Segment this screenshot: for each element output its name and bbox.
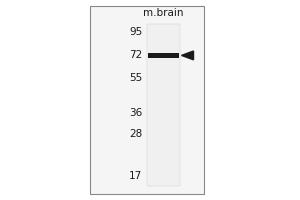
Text: 55: 55 xyxy=(129,73,142,83)
Text: 36: 36 xyxy=(129,108,142,118)
Bar xyxy=(147,24,180,186)
Bar xyxy=(148,53,179,58)
Text: m.brain: m.brain xyxy=(143,8,184,18)
Bar xyxy=(90,6,204,194)
Text: 17: 17 xyxy=(129,171,142,181)
Text: 95: 95 xyxy=(129,27,142,37)
Polygon shape xyxy=(182,51,194,60)
Text: 28: 28 xyxy=(129,129,142,139)
Text: 72: 72 xyxy=(129,50,142,60)
